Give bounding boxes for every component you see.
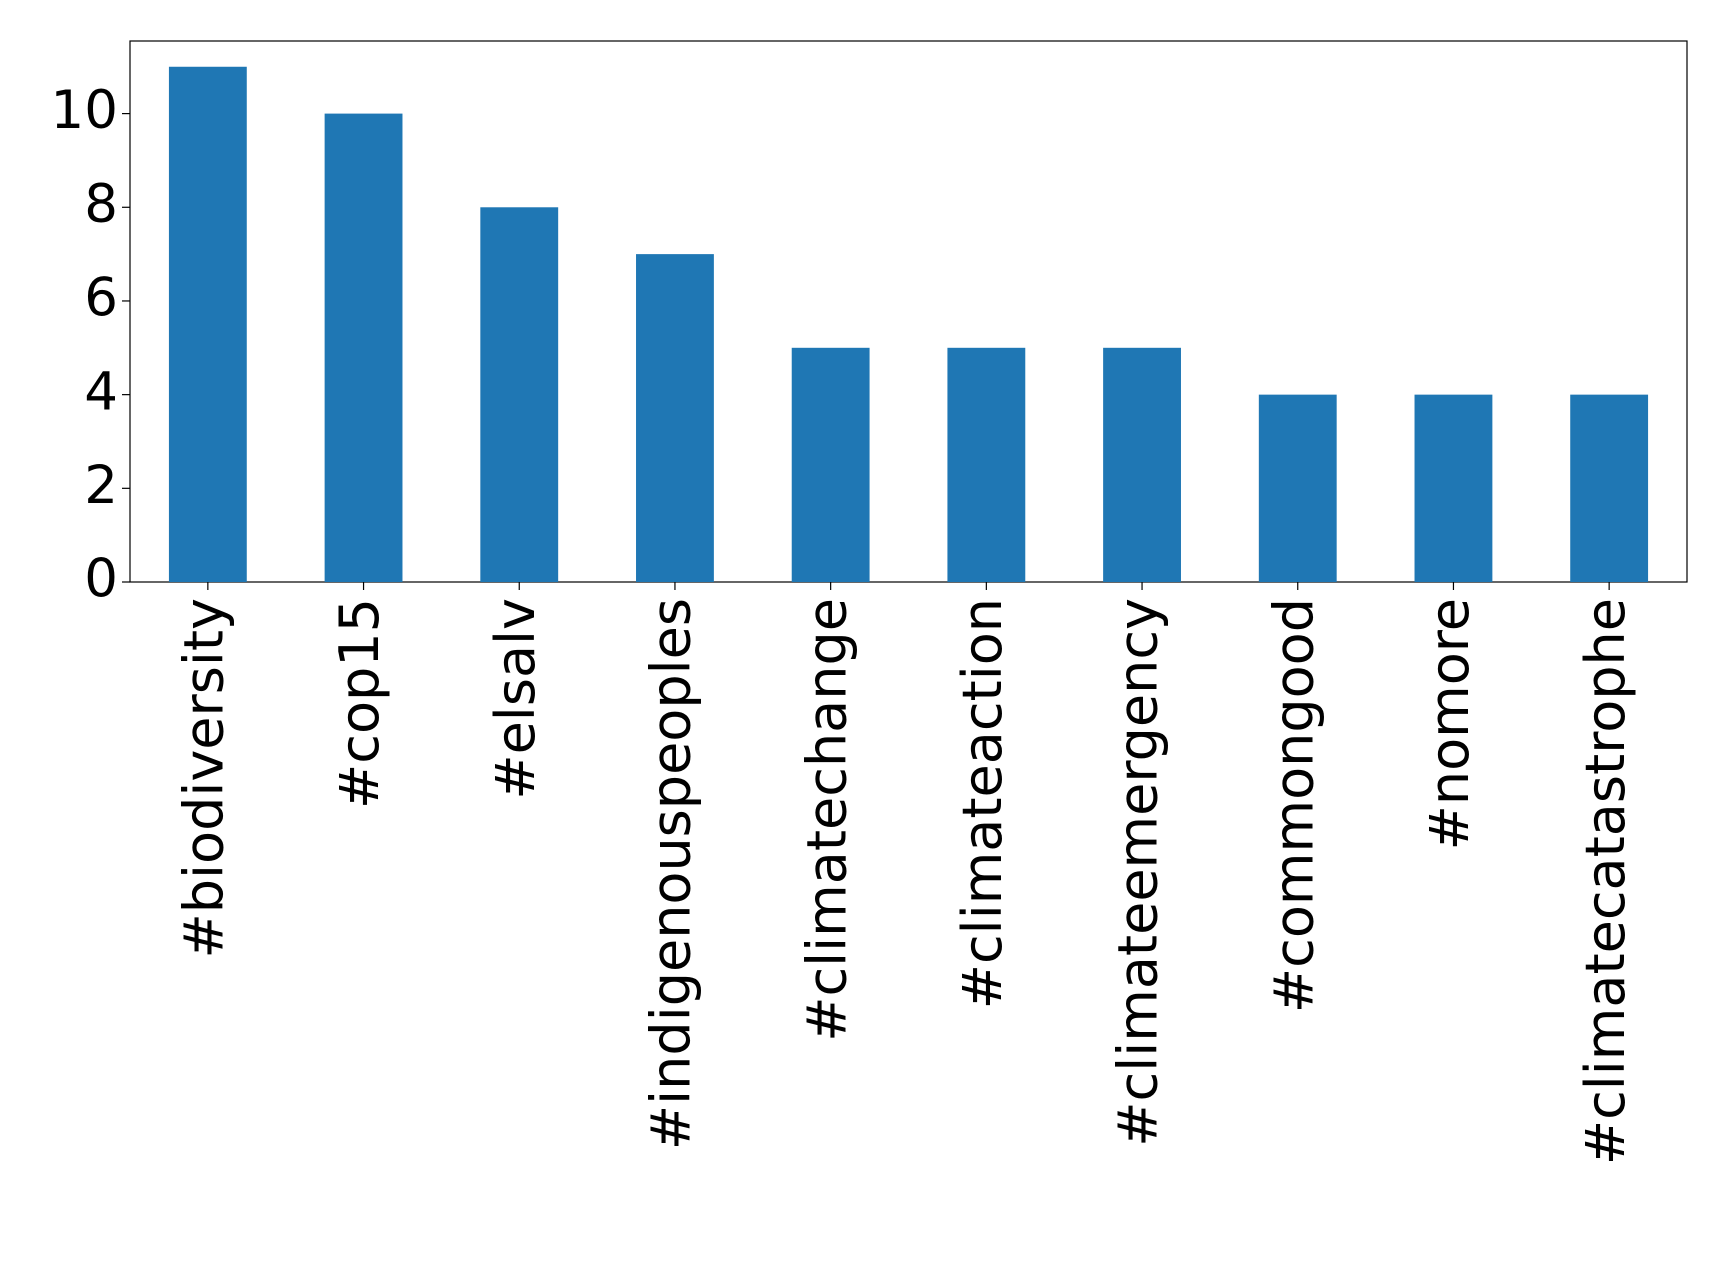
x-tick-label: #elsalv bbox=[484, 598, 547, 800]
y-tick-label: 2 bbox=[84, 455, 118, 516]
x-tick-label: #indigenouspeoples bbox=[640, 598, 703, 1150]
bar bbox=[1414, 394, 1493, 582]
bar bbox=[1103, 347, 1181, 582]
y-tick-label: 0 bbox=[84, 549, 118, 610]
x-tick-label: #commongood bbox=[1262, 598, 1325, 1013]
y-tick-label: 8 bbox=[84, 174, 118, 235]
bar bbox=[1258, 394, 1337, 582]
x-tick-label: #climateemergency bbox=[1107, 598, 1170, 1147]
x-tick-label: #climateaction bbox=[951, 598, 1014, 1009]
bar bbox=[324, 113, 403, 582]
y-tick-label: 10 bbox=[51, 80, 118, 141]
x-tick-label: #climatechange bbox=[795, 598, 858, 1042]
x-tick-label: #biodiversity bbox=[172, 598, 235, 959]
bar bbox=[947, 347, 1026, 582]
bar bbox=[168, 66, 247, 582]
bar bbox=[791, 347, 870, 582]
bar bbox=[480, 207, 559, 583]
x-tick-label: #nomore bbox=[1418, 598, 1481, 850]
bar bbox=[636, 254, 714, 582]
y-tick-label: 6 bbox=[84, 268, 118, 329]
bar bbox=[1570, 394, 1649, 582]
plot-frame bbox=[129, 40, 1688, 583]
y-tick-label: 4 bbox=[84, 361, 118, 422]
x-tick-label: #climatecatastrophe bbox=[1574, 598, 1637, 1165]
x-tick-label: #cop15 bbox=[328, 598, 391, 809]
